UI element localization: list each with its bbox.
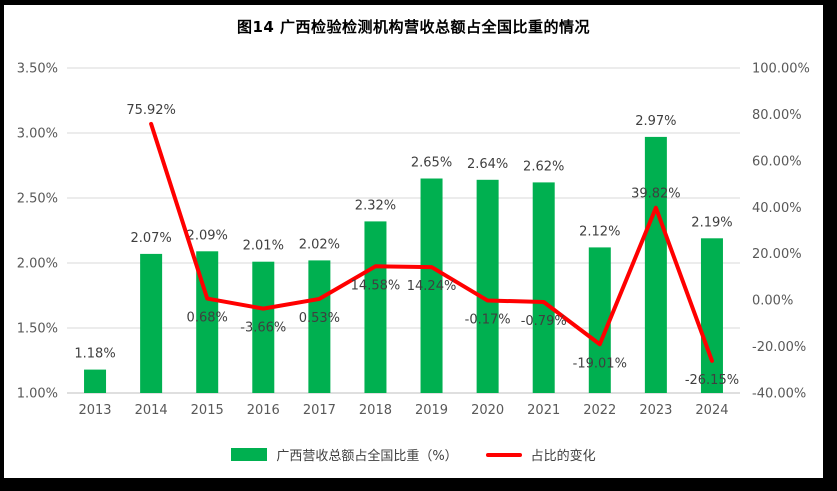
y-axis-tick-right: 100.00%	[752, 62, 810, 77]
x-axis-tick: 2018	[359, 403, 392, 418]
y-axis-tick-right: -20.00%	[752, 340, 806, 355]
bar	[532, 182, 555, 393]
line-label: 39.82%	[631, 187, 681, 202]
line-label: -0.17%	[465, 313, 511, 328]
y-axis-tick-right: 20.00%	[752, 247, 802, 262]
x-axis-tick: 2021	[527, 403, 560, 418]
bar	[252, 261, 275, 393]
bar-series-swatch-icon	[231, 448, 268, 461]
y-axis-tick-right: 80.00%	[752, 108, 802, 123]
bar	[420, 178, 443, 393]
bar	[476, 179, 499, 393]
y-axis-tick-left: 3.50%	[17, 62, 58, 77]
y-axis-tick-left: 2.00%	[17, 257, 58, 272]
bar-label: 2.07%	[130, 231, 171, 246]
x-axis-tick: 2017	[303, 403, 336, 418]
x-axis-tick: 2023	[639, 403, 672, 418]
bar	[140, 253, 163, 393]
bar-label: 2.12%	[579, 224, 620, 239]
bar-label: 2.97%	[635, 114, 676, 129]
line-label: 0.53%	[299, 311, 340, 326]
bar	[588, 247, 611, 393]
y-axis-tick-right: 40.00%	[752, 201, 802, 216]
y-axis-tick-left: 1.50%	[17, 322, 58, 337]
x-axis-tick: 2016	[247, 403, 280, 418]
line-label: 75.92%	[126, 103, 176, 118]
chart-legend: 广西营收总额占全国比重（%） 占比的变化	[4, 445, 823, 464]
line-series-swatch-icon	[485, 452, 522, 457]
bar-label: 2.62%	[523, 159, 564, 174]
line-label: 14.24%	[407, 279, 457, 294]
x-axis-tick: 2020	[471, 403, 504, 418]
legend-item-line-series: 占比的变化	[485, 445, 596, 464]
line-label: 0.68%	[187, 311, 228, 326]
x-axis-tick: 2019	[415, 403, 448, 418]
chart-title: 图14 广西检验检测机构营收总额占全国比重的情况	[236, 18, 591, 36]
line-label: -26.15%	[685, 373, 739, 388]
line-label: -3.66%	[240, 321, 286, 336]
bar	[644, 136, 667, 393]
y-axis-tick-left: 1.00%	[17, 387, 58, 402]
bar-label: 2.02%	[299, 237, 340, 252]
y-axis-tick-left: 2.50%	[17, 192, 58, 207]
chart-surface: 图14 广西检验检测机构营收总额占全国比重的情况 3.50% 3.00% 2.50%…	[4, 5, 823, 478]
bar	[364, 221, 387, 393]
y-axis-tick-right: -40.00%	[752, 387, 806, 402]
y-axis-tick-right: 0.00%	[752, 294, 793, 309]
bar	[84, 369, 107, 393]
bar	[308, 260, 331, 393]
bar-label: 2.64%	[467, 157, 508, 172]
x-axis-tick: 2014	[135, 403, 168, 418]
bar-label: 2.01%	[243, 239, 284, 254]
line-label: -19.01%	[573, 356, 627, 371]
bar-label: 2.32%	[355, 198, 396, 213]
x-axis-tick: 2013	[78, 403, 111, 418]
legend-item-bar-series: 广西营收总额占全国比重（%）	[231, 445, 458, 464]
chart-canvas: 3.50% 3.00% 2.50% 2.00% 1.50% 1.00% 100.00% 80.…	[17, 62, 810, 419]
y-axis-tick-left: 3.00%	[17, 127, 58, 142]
bar-label: 2.19%	[691, 215, 732, 230]
trend-line	[149, 121, 714, 363]
x-axis-tick: 2022	[583, 403, 616, 418]
y-axis-tick-right: 60.00%	[752, 154, 802, 169]
bar-label: 2.09%	[187, 228, 228, 243]
legend-bar-label: 广西营收总额占全国比重（%）	[276, 449, 458, 464]
line-label: 14.58%	[351, 278, 401, 293]
line-label: -0.79%	[521, 314, 567, 329]
bar-label: 1.18%	[74, 347, 115, 362]
x-axis-tick: 2015	[191, 403, 224, 418]
x-axis-tick: 2024	[695, 403, 728, 418]
bar-label: 2.65%	[411, 156, 452, 171]
legend-line-label: 占比的变化	[530, 449, 596, 464]
bar	[700, 238, 723, 393]
